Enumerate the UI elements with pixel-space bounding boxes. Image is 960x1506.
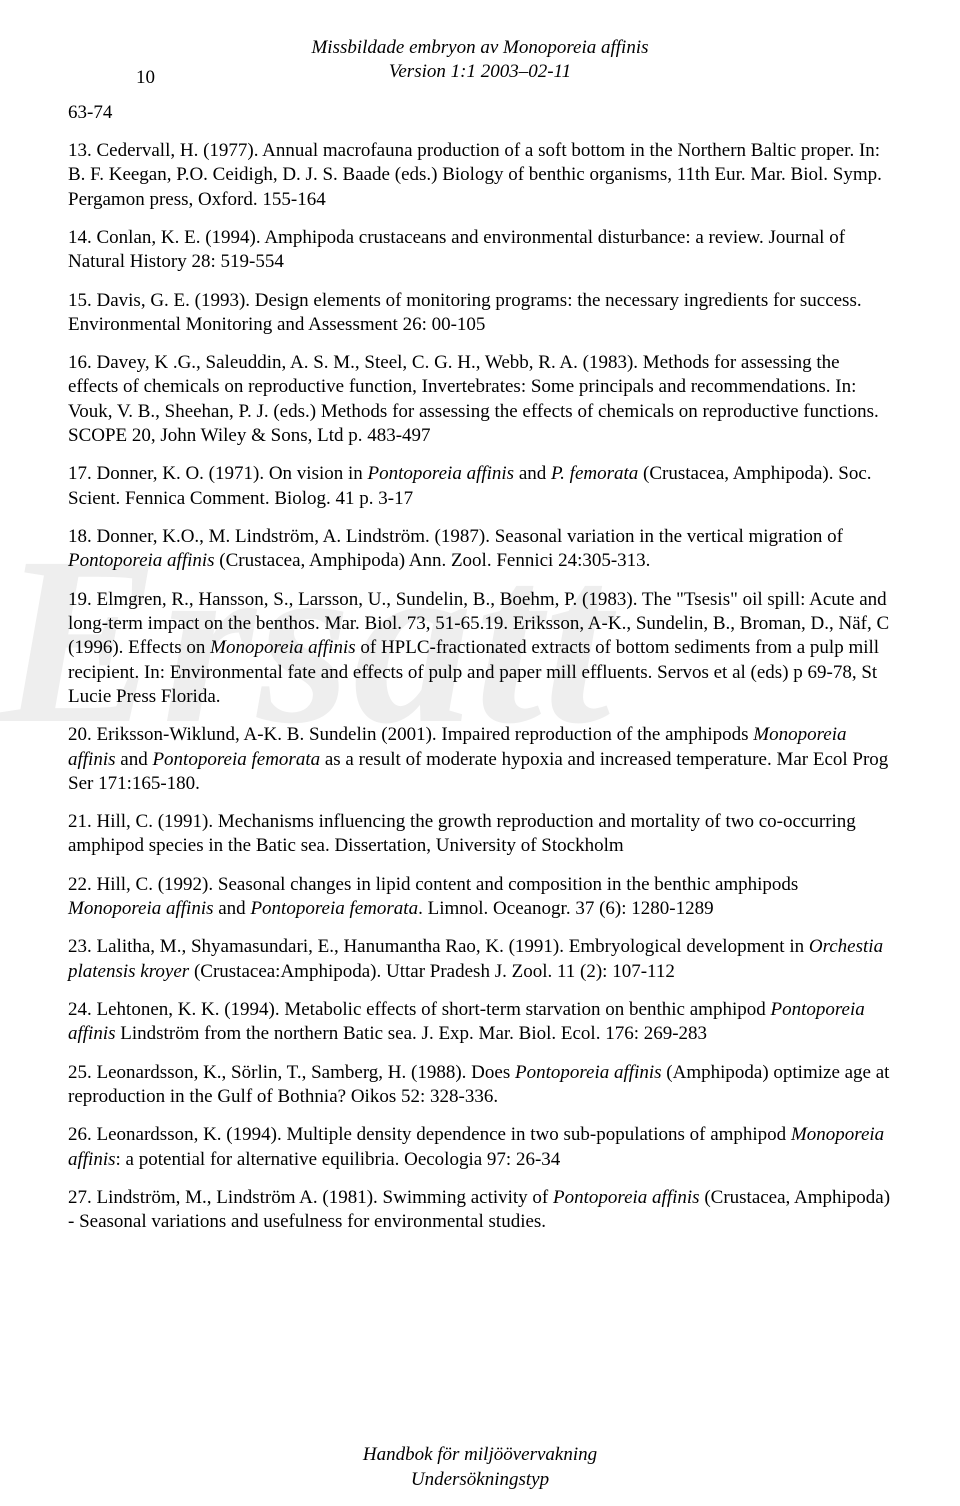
- reference-item: 18. Donner, K.O., M. Lindström, A. Linds…: [68, 525, 892, 574]
- reference-item: 26. Leonardsson, K. (1994). Multiple den…: [68, 1123, 892, 1172]
- reference-item: 19. Elmgren, R., Hansson, S., Larsson, U…: [68, 588, 892, 710]
- header-version: Version 1:1 2003–02-11: [68, 60, 892, 84]
- prev-page-range: 63-74: [68, 101, 892, 125]
- reference-item: 13. Cedervall, H. (1977). Annual macrofa…: [68, 139, 892, 212]
- footer-line-1: Handbok för miljöövervakning: [0, 1443, 960, 1467]
- reference-item: 27. Lindström, M., Lindström A. (1981). …: [68, 1186, 892, 1235]
- reference-item: 25. Leonardsson, K., Sörlin, T., Samberg…: [68, 1061, 892, 1110]
- reference-item: 21. Hill, C. (1991). Mechanisms influenc…: [68, 810, 892, 859]
- reference-item: 24. Lehtonen, K. K. (1994). Metabolic ef…: [68, 998, 892, 1047]
- reference-item: 20. Eriksson-Wiklund, A-K. B. Sundelin (…: [68, 723, 892, 796]
- reference-item: 14. Conlan, K. E. (1994). Amphipoda crus…: [68, 226, 892, 275]
- reference-item: 23. Lalitha, M., Shyamasundari, E., Hanu…: [68, 935, 892, 984]
- reference-item: 15. Davis, G. E. (1993). Design elements…: [68, 289, 892, 338]
- reference-item: 22. Hill, C. (1992). Seasonal changes in…: [68, 873, 892, 922]
- reference-item: 16. Davey, K .G., Saleuddin, A. S. M., S…: [68, 351, 892, 448]
- footer-line-2: Undersökningstyp: [0, 1468, 960, 1492]
- reference-item: 17. Donner, K. O. (1971). On vision in P…: [68, 462, 892, 511]
- page-number: 10: [136, 66, 155, 90]
- header-title: Missbildade embryon av Monoporeia affini…: [68, 36, 892, 60]
- footer: Handbok för miljöövervakning Undersöknin…: [0, 1443, 960, 1492]
- reference-list: 13. Cedervall, H. (1977). Annual macrofa…: [68, 139, 892, 1235]
